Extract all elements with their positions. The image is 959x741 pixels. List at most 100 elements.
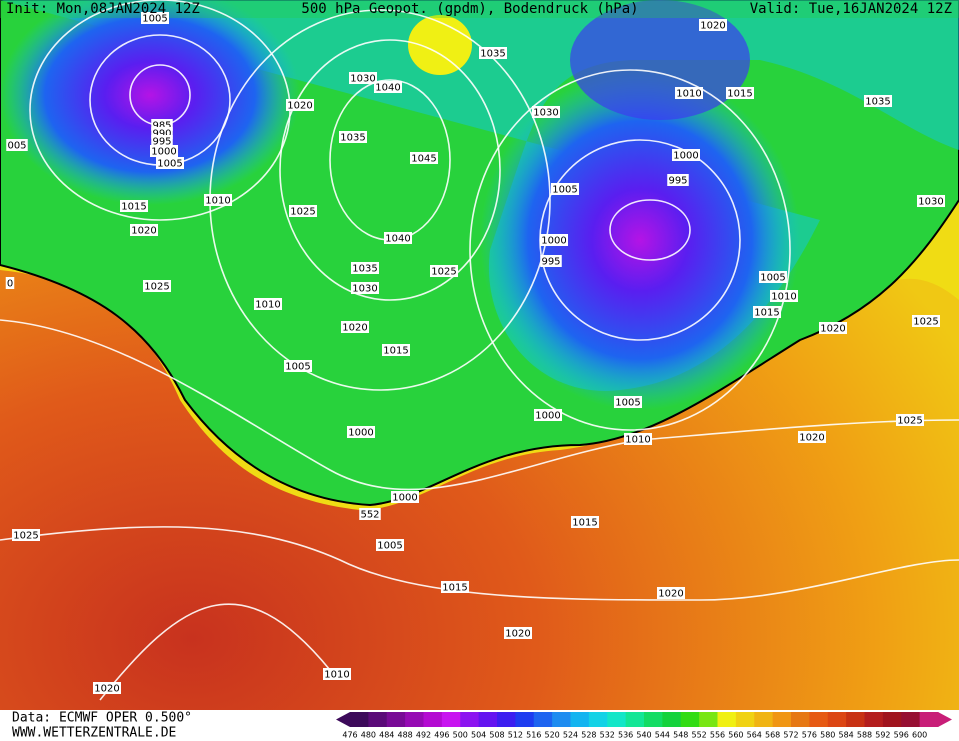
legend-label: 528 bbox=[581, 731, 596, 740]
isobar-label: 1020 bbox=[131, 226, 156, 237]
isobar-label: 1010 bbox=[255, 300, 280, 311]
isobar-label-bg bbox=[759, 271, 787, 283]
legend-label: 520 bbox=[544, 731, 559, 740]
isobar-label-bg bbox=[289, 205, 317, 217]
isobar-label: 1025 bbox=[144, 282, 169, 293]
isobar-label-bg bbox=[339, 131, 367, 143]
isobar-label: 1035 bbox=[340, 133, 365, 144]
legend-swatch bbox=[717, 712, 737, 727]
legend-label: 572 bbox=[783, 731, 798, 740]
legend-swatch bbox=[754, 712, 774, 727]
valid-time: Valid: Tue,16JAN2024 12Z bbox=[750, 1, 952, 17]
isobar-label-bg bbox=[120, 200, 148, 212]
legend-label: 592 bbox=[875, 731, 890, 740]
isobar-label-bg bbox=[376, 539, 404, 551]
legend-swatch bbox=[699, 712, 718, 727]
isobar-label: 1005 bbox=[615, 398, 640, 409]
isobar-label-bg bbox=[532, 106, 560, 118]
isobar-label: 1040 bbox=[385, 234, 410, 245]
legend-label: 576 bbox=[802, 731, 817, 740]
isobar-label: 1010 bbox=[324, 670, 349, 681]
isobar-label: 1015 bbox=[442, 583, 467, 594]
isobar-label-bg bbox=[534, 409, 562, 421]
legend-arrow-right bbox=[938, 712, 952, 727]
website: WWW.WETTERZENTRALE.DE bbox=[12, 726, 176, 741]
legend-swatch bbox=[533, 712, 553, 727]
legend-label: 556 bbox=[710, 731, 725, 740]
isobar-label-bg bbox=[143, 280, 171, 292]
isobar-label-bg bbox=[917, 195, 945, 207]
isobar-label: 1030 bbox=[918, 197, 943, 208]
legend-swatch bbox=[919, 712, 939, 727]
isobar-label-bg bbox=[675, 87, 703, 99]
isobar-label: 985 bbox=[152, 121, 171, 132]
isobar-label: 995 bbox=[541, 257, 560, 268]
isobar-label: 1010 bbox=[205, 196, 230, 207]
isobar-label-bg bbox=[614, 396, 642, 408]
isobar-label: 1025 bbox=[913, 317, 938, 328]
isobar-label: 1035 bbox=[352, 264, 377, 275]
isobar-label-bg bbox=[672, 149, 700, 161]
legend-swatch bbox=[497, 712, 516, 727]
init-time: Init: Mon,08JAN2024 12Z bbox=[6, 1, 200, 17]
isobar-label-bg bbox=[540, 234, 568, 246]
isobar-label-bg bbox=[667, 174, 689, 186]
isobar-label-bg bbox=[540, 255, 562, 267]
legend-label: 588 bbox=[857, 731, 872, 740]
legend-swatch bbox=[846, 712, 865, 727]
isobar-label-bg bbox=[912, 315, 940, 327]
isobar-label: 1015 bbox=[383, 346, 408, 357]
isobar-label: 1020 bbox=[658, 589, 683, 600]
isobar-label-bg bbox=[896, 414, 924, 426]
legend-swatch bbox=[625, 712, 645, 727]
legend-label: 480 bbox=[361, 731, 376, 740]
isobar-label-bg bbox=[770, 290, 798, 302]
isobar-label: 1030 bbox=[350, 74, 375, 85]
legend-swatch bbox=[791, 712, 810, 727]
isobar-label-bg bbox=[430, 265, 458, 277]
legend-label: 584 bbox=[838, 731, 853, 740]
legend-swatch bbox=[809, 712, 829, 727]
legend-swatch bbox=[864, 712, 884, 727]
isobar-label-bg bbox=[5, 277, 15, 289]
isobar-label-bg bbox=[286, 99, 314, 111]
isobar-label-bg bbox=[699, 19, 727, 31]
legend-label: 476 bbox=[342, 731, 357, 740]
isobar-label: 552 bbox=[360, 510, 379, 521]
isobar-label: 1020 bbox=[287, 101, 312, 112]
isobar-label: 1000 bbox=[348, 428, 373, 439]
isobar-label-bg bbox=[323, 668, 351, 680]
legend-swatch bbox=[515, 712, 535, 727]
legend-swatch bbox=[680, 712, 700, 727]
isobar-label: 990 bbox=[152, 129, 171, 140]
legend-label: 560 bbox=[728, 731, 743, 740]
isobar-label-bg bbox=[347, 426, 375, 438]
legend-label: 568 bbox=[765, 731, 780, 740]
isobar-label: 995 bbox=[152, 137, 171, 148]
isobar-label: 1000 bbox=[541, 236, 566, 247]
isobar-label-bg bbox=[93, 682, 121, 694]
legend-label: 540 bbox=[636, 731, 651, 740]
legend-swatch bbox=[350, 712, 369, 727]
legend-label: 596 bbox=[894, 731, 909, 740]
isobar-label-bg bbox=[349, 72, 377, 84]
isobar-label: 1000 bbox=[392, 493, 417, 504]
isobar-label-bg bbox=[150, 145, 178, 157]
legend-label: 508 bbox=[489, 731, 504, 740]
isobar-label: 1020 bbox=[342, 323, 367, 334]
legend-label: 512 bbox=[508, 731, 523, 740]
isobar-label: 1010 bbox=[771, 292, 796, 303]
isobar-label: 1005 bbox=[377, 541, 402, 552]
isobar-label-bg bbox=[382, 344, 410, 356]
isobar-label-bg bbox=[204, 194, 232, 206]
isobar-label-bg bbox=[12, 529, 40, 541]
isobar-label: 005 bbox=[7, 141, 26, 152]
legend-swatch bbox=[735, 712, 755, 727]
isobar-label: 1005 bbox=[157, 159, 182, 170]
isobar-label: 1015 bbox=[754, 308, 779, 319]
isobar-label: 1020 bbox=[505, 629, 530, 640]
legend-label: 496 bbox=[434, 731, 449, 740]
isobar-label: 1005 bbox=[552, 185, 577, 196]
legend-label: 524 bbox=[563, 731, 578, 740]
